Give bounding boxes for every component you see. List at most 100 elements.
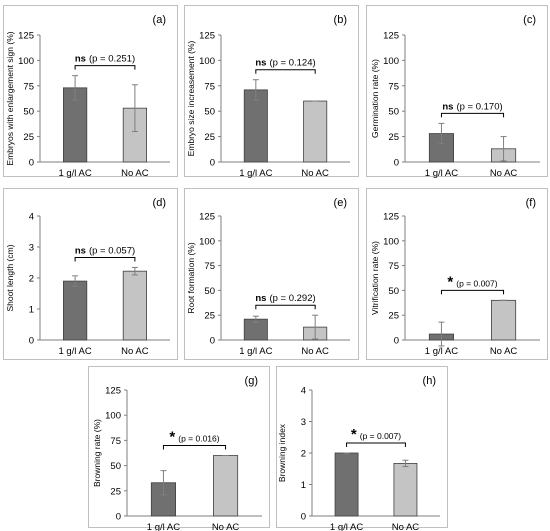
- y-tick-label: 4: [29, 212, 34, 223]
- y-tick-label: 0: [210, 158, 215, 169]
- panel-label: (f): [526, 197, 536, 209]
- significance-label: ns (p = 0.251): [75, 54, 135, 65]
- y-tick-label: 0: [394, 158, 399, 169]
- x-tick-label: 1 g/l AC: [330, 522, 363, 531]
- y-tick-label: 0: [116, 512, 121, 523]
- y-tick-label: 100: [383, 56, 399, 67]
- y-tick-label: 2: [29, 274, 34, 285]
- y-tick-label: 25: [204, 311, 215, 322]
- significance-mark: *: [169, 429, 175, 446]
- p-value: (p = 0.292): [269, 293, 315, 304]
- y-tick-label: 0: [210, 336, 215, 347]
- y-tick-label: 125: [199, 212, 215, 223]
- y-tick-label: 0: [29, 336, 34, 347]
- panel-label: (b): [334, 14, 347, 26]
- chart-panel: 0 1 2 3 4 Browning index (h) 1 g/l AC No AC * (p =…: [276, 366, 448, 531]
- bar: [334, 452, 359, 517]
- y-tick-label: 50: [204, 286, 215, 297]
- y-tick-label: 125: [18, 31, 34, 42]
- y-tick-label: 0: [301, 512, 306, 523]
- panel-frame: [3, 188, 178, 360]
- significance-bracket: [346, 442, 406, 447]
- panel-frame: [366, 188, 548, 360]
- significance-mark: ns: [75, 54, 86, 65]
- panel-frame: [3, 5, 178, 177]
- significance-mark: ns: [255, 58, 266, 69]
- chart-panel: 0 25 50 75 100 125 Vitrification rate (%) (f) 1 …: [366, 188, 548, 360]
- bar: [243, 89, 268, 163]
- y-tick-label: 25: [388, 311, 399, 322]
- bar: [122, 270, 147, 341]
- p-value: (p = 0.170): [456, 101, 502, 112]
- significance-label: ns (p = 0.057): [75, 245, 135, 256]
- y-tick-label: 1: [29, 305, 34, 316]
- x-tick-label: No AC: [301, 346, 329, 357]
- significance-bracket: [255, 304, 316, 310]
- y-tick-label: 1: [301, 480, 306, 491]
- y-tick-label: 25: [388, 132, 399, 143]
- significance-mark: ns: [442, 101, 453, 112]
- x-tick-label: No AC: [490, 168, 518, 179]
- y-tick-label: 4: [301, 386, 306, 397]
- panel-frame: [184, 5, 359, 177]
- y-tick-label: 2: [301, 449, 306, 460]
- significance-label: ns (p = 0.170): [442, 101, 502, 112]
- significance-mark: ns: [255, 293, 266, 304]
- y-tick-label: 3: [29, 243, 34, 254]
- bar: [393, 462, 418, 517]
- x-tick-label: No AC: [490, 346, 518, 357]
- y-tick-label: 0: [394, 336, 399, 347]
- y-tick-label: 125: [383, 212, 399, 223]
- p-value: (p = 0.016): [178, 434, 220, 444]
- chart-panel: 0 25 50 75 100 125 Browning rate (%) (g) 1 g/l A…: [88, 366, 270, 531]
- y-axis-label: Vitrification rate (%): [370, 241, 380, 315]
- panel-frame: [366, 5, 548, 177]
- y-axis-label: Root formation (%): [186, 242, 196, 313]
- y-tick-label: 0: [29, 158, 34, 169]
- chart-panel: 0 25 50 75 100 125 Root formation (%) (e) 1 g/l …: [184, 188, 359, 360]
- significance-label: ns (p = 0.292): [255, 293, 315, 304]
- y-tick-label: 75: [388, 81, 399, 92]
- y-axis-label: Shoot length (cm): [5, 244, 15, 311]
- y-tick-label: 100: [18, 56, 34, 67]
- x-tick-label: 1 g/l AC: [239, 346, 272, 357]
- panel-label: (d): [153, 197, 166, 209]
- y-tick-label: 25: [204, 132, 215, 143]
- y-tick-label: 100: [199, 56, 215, 67]
- y-axis-label: Browning rate (%): [92, 419, 102, 487]
- chart-panel: 0 1 2 3 4 Shoot length (cm) (d) 1 g/l AC No AC ns…: [3, 188, 178, 360]
- y-tick-label: 100: [105, 411, 121, 422]
- p-value: (p = 0.007): [360, 431, 402, 441]
- significance-mark: *: [351, 426, 357, 443]
- y-tick-label: 3: [301, 417, 306, 428]
- y-tick-label: 75: [204, 81, 215, 92]
- y-tick-label: 125: [105, 386, 121, 397]
- y-axis-label: Germination rate (%): [370, 59, 380, 138]
- bar: [490, 299, 517, 341]
- y-axis-label: Browning index: [277, 423, 287, 482]
- y-tick-label: 100: [199, 236, 215, 247]
- y-axis-label: Embryo size increasement (%): [186, 40, 196, 156]
- p-value: (p = 0.057): [89, 245, 135, 256]
- panel-label: (c): [523, 14, 536, 26]
- x-tick-label: 1 g/l AC: [425, 346, 458, 357]
- p-value: (p = 0.007): [456, 278, 498, 288]
- p-value: (p = 0.251): [89, 54, 135, 65]
- p-value: (p = 0.124): [269, 58, 315, 69]
- y-tick-label: 25: [110, 486, 121, 497]
- panel-label: (e): [334, 197, 347, 209]
- y-axis-label: Embryos with enlargement sign (%): [5, 31, 15, 165]
- significance-label: * (p = 0.007): [351, 426, 401, 443]
- panel-frame: [276, 366, 448, 528]
- x-tick-label: No AC: [121, 168, 149, 179]
- significance-bracket: [255, 69, 316, 74]
- significance-mark: ns: [75, 245, 86, 256]
- y-tick-label: 75: [110, 436, 121, 447]
- y-tick-label: 50: [110, 461, 121, 472]
- significance-bracket: [440, 289, 505, 295]
- y-tick-label: 50: [204, 107, 215, 118]
- bar: [63, 280, 88, 341]
- y-tick-label: 50: [23, 107, 34, 118]
